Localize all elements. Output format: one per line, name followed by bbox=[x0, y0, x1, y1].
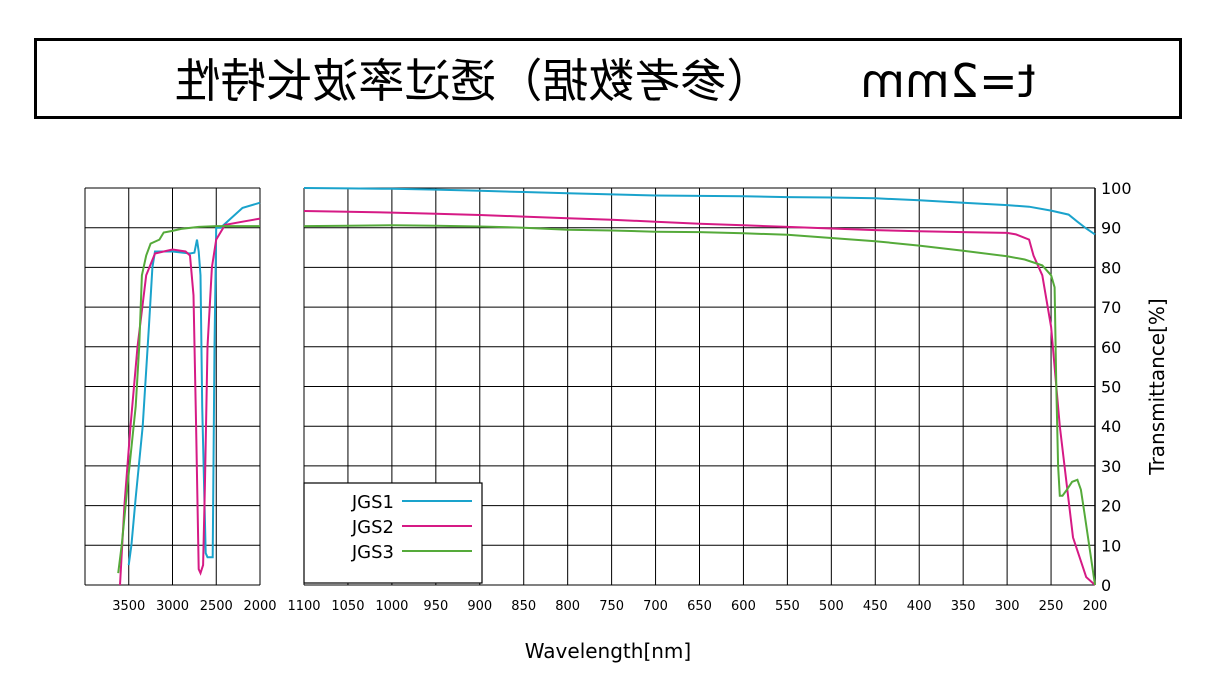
x-tick-label: 650 bbox=[687, 599, 712, 614]
y-tick-label: 90 bbox=[1101, 219, 1121, 238]
y-tick-label: 0 bbox=[1101, 576, 1111, 595]
x-tick-label: 850 bbox=[511, 599, 536, 614]
x-tick-label: 450 bbox=[863, 599, 888, 614]
x-tick-label: 950 bbox=[423, 599, 448, 614]
y-tick-label: 10 bbox=[1101, 536, 1121, 555]
x-tick-label: 2000 bbox=[243, 599, 276, 614]
series-line-jgs3 bbox=[303, 224, 1096, 586]
legend-label: JGS2 bbox=[351, 517, 394, 538]
legend-label: JGS3 bbox=[351, 542, 394, 563]
x-tick-label: 1100 bbox=[287, 599, 320, 614]
y-tick-label: 70 bbox=[1101, 298, 1121, 317]
series-line-jgs1 bbox=[303, 187, 1096, 236]
x-tick-label: 900 bbox=[467, 599, 492, 614]
x-tick-label: 800 bbox=[555, 599, 580, 614]
y-tick-label: 50 bbox=[1101, 378, 1121, 397]
x-tick-label: 500 bbox=[819, 599, 844, 614]
y-tick-label: 60 bbox=[1101, 338, 1121, 357]
x-tick-label: 700 bbox=[643, 599, 668, 614]
x-tick-label: 1000 bbox=[375, 599, 408, 614]
x-tick-label: 300 bbox=[995, 599, 1020, 614]
series-line-jgs2 bbox=[303, 210, 1096, 586]
y-tick-label: 40 bbox=[1101, 417, 1121, 436]
x-tick-label: 550 bbox=[775, 599, 800, 614]
y-axis-title: Transmittance[%] bbox=[1145, 298, 1169, 475]
legend-label: JGS1 bbox=[351, 492, 394, 513]
x-tick-label: 200 bbox=[1083, 599, 1108, 614]
y-tick-label: 100 bbox=[1101, 179, 1132, 198]
series-line-ir-jgs2 bbox=[119, 217, 261, 586]
x-tick-label: 600 bbox=[731, 599, 756, 614]
x-tick-label: 250 bbox=[1039, 599, 1064, 614]
x-tick-label: 3500 bbox=[112, 599, 145, 614]
x-tick-label: 750 bbox=[599, 599, 624, 614]
x-tick-label: 3000 bbox=[156, 599, 189, 614]
y-tick-label: 20 bbox=[1101, 497, 1121, 516]
x-tick-label: 2500 bbox=[200, 599, 233, 614]
y-tick-label: 30 bbox=[1101, 457, 1121, 476]
series-line-ir-jgs3 bbox=[117, 225, 260, 574]
legend-box bbox=[303, 482, 483, 584]
y-tick-label: 80 bbox=[1101, 258, 1121, 277]
x-axis-title: Wavelength[nm] bbox=[525, 639, 691, 663]
x-tick-label: 350 bbox=[951, 599, 976, 614]
series-line-ir-jgs1 bbox=[127, 201, 261, 566]
x-tick-label: 400 bbox=[907, 599, 932, 614]
x-tick-label: 1050 bbox=[331, 599, 364, 614]
